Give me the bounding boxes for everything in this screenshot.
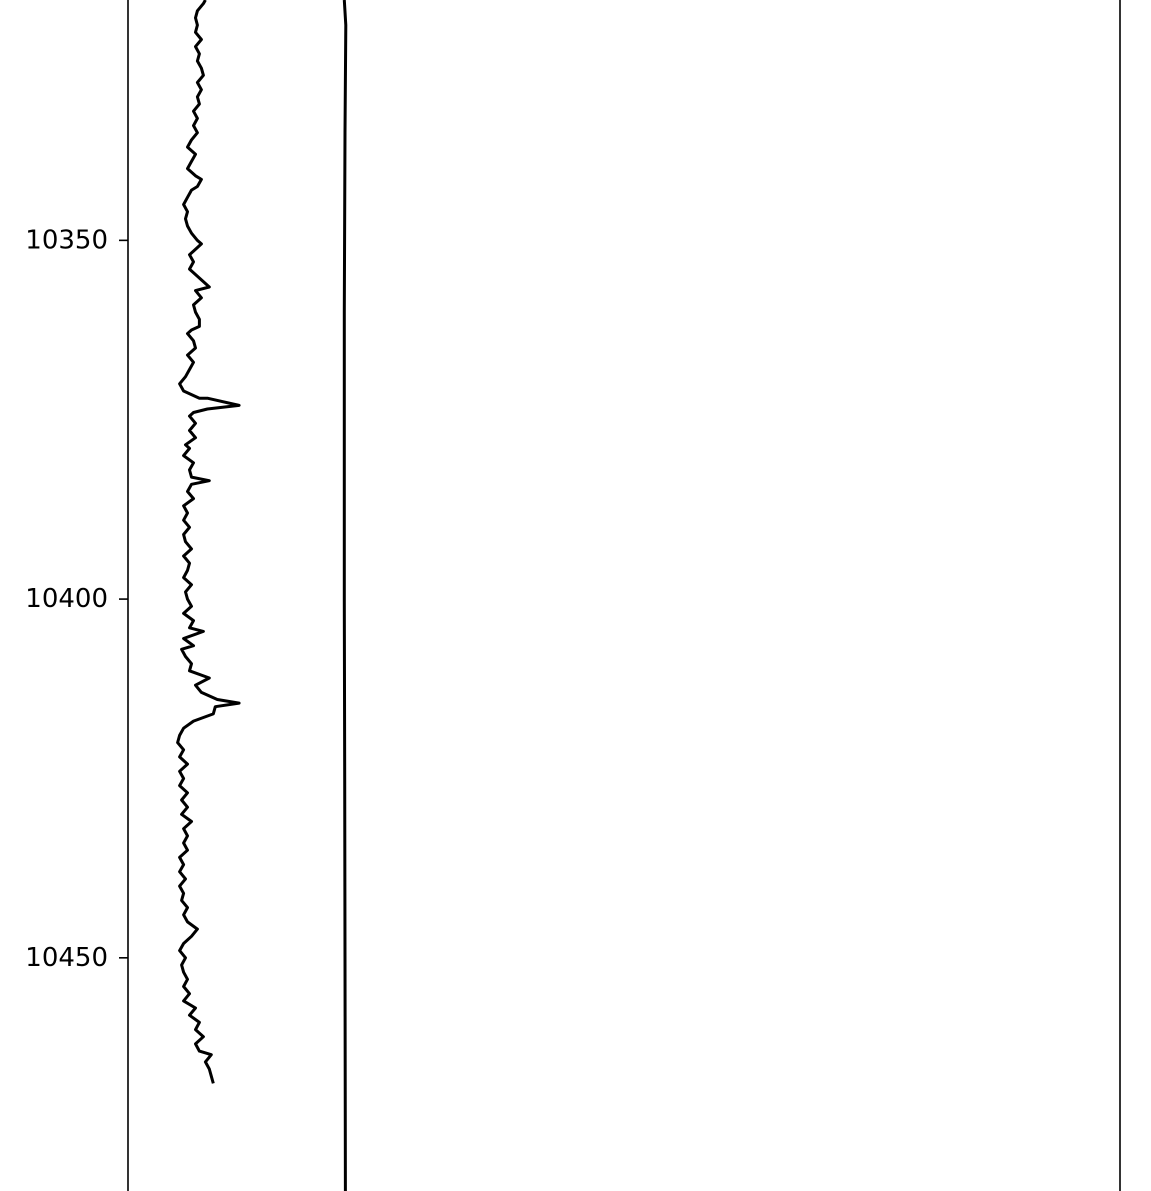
y-tick-label: 10400: [25, 584, 108, 614]
plot-area: [176, 0, 348, 1191]
y-tick-label: 10450: [25, 943, 108, 973]
series-line-1: [176, 0, 241, 1084]
y-tick-label: 10350: [25, 225, 108, 255]
y-axis-ticks: 10350 10400 10450: [25, 225, 128, 973]
series-line-2: [342, 0, 348, 1191]
